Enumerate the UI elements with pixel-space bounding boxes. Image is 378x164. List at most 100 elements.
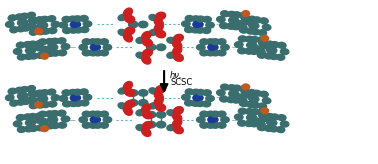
Ellipse shape	[27, 47, 36, 53]
Ellipse shape	[237, 21, 245, 27]
Ellipse shape	[211, 111, 220, 117]
Ellipse shape	[15, 14, 23, 20]
Ellipse shape	[154, 23, 163, 32]
Ellipse shape	[249, 22, 257, 28]
Ellipse shape	[246, 42, 255, 48]
Ellipse shape	[202, 28, 211, 33]
Ellipse shape	[45, 111, 54, 117]
Ellipse shape	[143, 111, 152, 119]
Ellipse shape	[257, 52, 266, 58]
Ellipse shape	[206, 39, 215, 45]
Ellipse shape	[234, 114, 243, 120]
Ellipse shape	[124, 33, 132, 42]
Ellipse shape	[58, 122, 67, 128]
Ellipse shape	[220, 96, 228, 102]
Ellipse shape	[200, 111, 208, 117]
Ellipse shape	[251, 23, 259, 29]
Ellipse shape	[270, 54, 278, 60]
Ellipse shape	[80, 89, 88, 95]
Ellipse shape	[257, 37, 266, 43]
Ellipse shape	[35, 113, 44, 119]
Ellipse shape	[266, 47, 275, 53]
Ellipse shape	[35, 41, 44, 46]
Ellipse shape	[17, 93, 26, 99]
Ellipse shape	[142, 128, 151, 136]
Ellipse shape	[93, 122, 102, 128]
Ellipse shape	[228, 85, 236, 91]
Ellipse shape	[259, 113, 267, 119]
Ellipse shape	[197, 16, 205, 22]
Ellipse shape	[156, 112, 166, 118]
Ellipse shape	[234, 42, 243, 48]
Ellipse shape	[264, 125, 273, 131]
Ellipse shape	[29, 103, 38, 109]
Ellipse shape	[83, 21, 92, 27]
Ellipse shape	[59, 96, 68, 102]
Ellipse shape	[39, 119, 48, 124]
Ellipse shape	[125, 89, 135, 96]
Ellipse shape	[276, 127, 285, 133]
Ellipse shape	[24, 126, 33, 132]
Ellipse shape	[221, 84, 229, 90]
Ellipse shape	[206, 22, 214, 28]
Ellipse shape	[266, 120, 275, 125]
Ellipse shape	[68, 90, 77, 95]
Ellipse shape	[92, 44, 101, 50]
Ellipse shape	[80, 100, 89, 106]
Ellipse shape	[25, 97, 34, 103]
Ellipse shape	[36, 29, 45, 35]
Ellipse shape	[251, 96, 259, 102]
Ellipse shape	[147, 112, 156, 118]
Ellipse shape	[39, 51, 48, 57]
Ellipse shape	[200, 122, 208, 128]
Ellipse shape	[251, 102, 260, 108]
Ellipse shape	[185, 89, 194, 95]
Ellipse shape	[74, 27, 82, 33]
Ellipse shape	[51, 50, 60, 56]
Ellipse shape	[262, 24, 271, 30]
Ellipse shape	[16, 42, 25, 48]
Ellipse shape	[19, 93, 28, 99]
Ellipse shape	[125, 15, 135, 23]
Ellipse shape	[192, 89, 200, 95]
Ellipse shape	[90, 44, 99, 50]
Ellipse shape	[250, 121, 258, 127]
Ellipse shape	[155, 12, 166, 20]
Ellipse shape	[167, 125, 175, 131]
Ellipse shape	[280, 121, 289, 127]
Ellipse shape	[15, 87, 23, 93]
Ellipse shape	[260, 115, 269, 121]
Ellipse shape	[24, 53, 33, 59]
Ellipse shape	[41, 126, 48, 132]
Ellipse shape	[239, 101, 248, 106]
Ellipse shape	[10, 27, 18, 33]
Ellipse shape	[241, 89, 249, 95]
Ellipse shape	[47, 117, 56, 123]
Ellipse shape	[245, 48, 253, 54]
Ellipse shape	[29, 29, 38, 35]
Ellipse shape	[143, 39, 152, 46]
Ellipse shape	[129, 90, 138, 96]
Ellipse shape	[193, 21, 201, 27]
Ellipse shape	[238, 120, 246, 126]
Ellipse shape	[79, 44, 87, 50]
Ellipse shape	[142, 104, 151, 113]
Ellipse shape	[155, 86, 166, 93]
Ellipse shape	[246, 28, 255, 34]
Ellipse shape	[232, 24, 240, 30]
Ellipse shape	[17, 20, 26, 26]
Ellipse shape	[238, 48, 246, 54]
Ellipse shape	[6, 95, 14, 101]
Ellipse shape	[69, 27, 77, 33]
Ellipse shape	[221, 44, 229, 50]
Ellipse shape	[29, 53, 38, 59]
Ellipse shape	[268, 47, 277, 53]
Ellipse shape	[28, 113, 37, 119]
Ellipse shape	[103, 117, 112, 123]
Ellipse shape	[239, 27, 248, 33]
Ellipse shape	[239, 36, 247, 42]
Ellipse shape	[196, 101, 204, 106]
Ellipse shape	[217, 16, 225, 22]
Ellipse shape	[35, 29, 42, 34]
Ellipse shape	[249, 96, 257, 102]
